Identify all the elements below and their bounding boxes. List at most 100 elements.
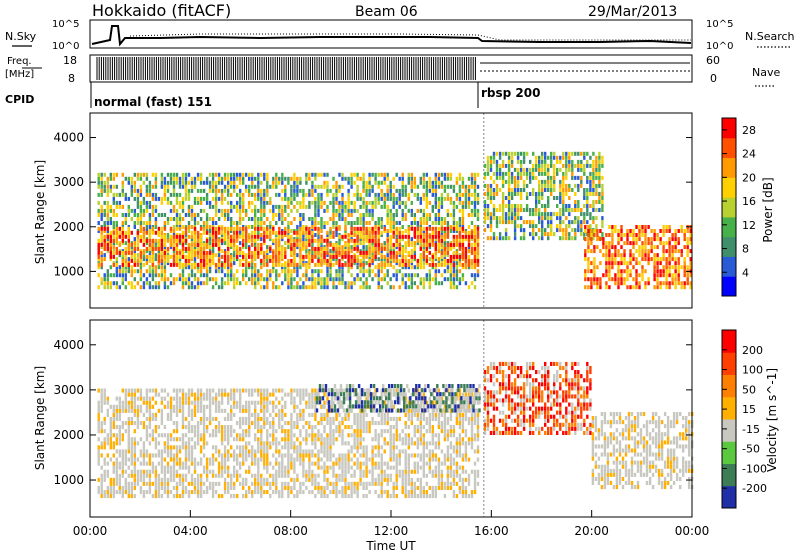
heatmap-cell xyxy=(314,250,317,255)
heatmap-cell xyxy=(347,281,350,286)
heatmap-cell xyxy=(145,429,149,434)
heatmap-cell xyxy=(593,245,596,250)
heatmap-cell xyxy=(353,233,356,237)
heatmap-cell xyxy=(584,277,587,282)
heatmap-cell xyxy=(109,441,112,446)
heatmap-cell xyxy=(473,258,477,263)
heatmap-cell xyxy=(193,433,197,438)
heatmap-cell xyxy=(211,217,215,221)
heatmap-cell xyxy=(254,221,257,225)
heatmap-cell xyxy=(544,204,547,208)
heatmap-cell xyxy=(142,421,146,426)
heatmap-cell xyxy=(233,246,236,251)
heatmap-cell xyxy=(326,180,329,185)
heatmap-cell xyxy=(535,224,538,229)
heatmap-cell xyxy=(596,233,599,237)
heatmap-cell xyxy=(97,273,100,278)
heatmap-cell xyxy=(202,196,206,201)
heatmap-cell xyxy=(305,245,308,250)
heatmap-cell xyxy=(181,234,185,239)
heatmap-cell xyxy=(227,172,230,177)
heatmap-cell xyxy=(437,249,441,254)
heatmap-cell xyxy=(455,254,459,259)
heatmap-cell xyxy=(590,269,593,274)
heatmap-cell xyxy=(112,441,115,446)
heatmap-cell xyxy=(157,249,161,254)
heatmap-cell xyxy=(193,441,197,446)
heatmap-cell xyxy=(290,238,293,243)
heatmap-cell xyxy=(317,262,320,267)
heatmap-cell xyxy=(124,221,127,225)
heatmap-cell xyxy=(495,192,499,196)
heatmap-cell xyxy=(151,258,155,263)
heatmap-cell xyxy=(208,241,212,246)
heatmap-cell xyxy=(142,200,146,205)
heatmap-cell xyxy=(242,273,245,278)
heatmap-cell xyxy=(593,233,596,237)
heatmap-cell xyxy=(583,220,586,225)
heatmap-cell xyxy=(172,453,176,458)
heatmap-cell xyxy=(136,253,140,258)
heatmap-cell xyxy=(139,485,143,490)
heatmap-cell xyxy=(118,230,121,235)
heatmap-cell xyxy=(593,277,596,282)
heatmap-cell xyxy=(145,172,149,177)
heatmap-cell xyxy=(103,494,106,499)
heatmap-cell xyxy=(425,184,428,189)
heatmap-cell xyxy=(583,171,586,176)
heatmap-cell xyxy=(614,261,617,266)
heatmap-cell xyxy=(166,258,170,263)
heatmap-cell xyxy=(190,437,194,442)
nave-label: Nave xyxy=(752,66,780,79)
heatmap-cell xyxy=(157,392,161,397)
heatmap-cell xyxy=(547,220,550,225)
heatmap-cell xyxy=(172,457,176,462)
heatmap-cell xyxy=(689,285,692,290)
heatmap-cell xyxy=(184,230,188,235)
heatmap-cell xyxy=(401,262,404,267)
heatmap-cell xyxy=(410,261,413,266)
heatmap-cell xyxy=(175,429,179,434)
heatmap-cell xyxy=(239,229,242,233)
heatmap-cell xyxy=(103,226,106,231)
heatmap-cell xyxy=(196,200,200,205)
heatmap-cell xyxy=(151,469,155,474)
heatmap-cell xyxy=(193,285,197,290)
heatmap-cell xyxy=(97,445,100,450)
heatmap-cell xyxy=(109,257,112,262)
heatmap-cell xyxy=(178,408,182,413)
heatmap-cell xyxy=(133,172,136,177)
heatmap-cell xyxy=(281,204,284,209)
heatmap-cell xyxy=(677,229,680,233)
heatmap-cell xyxy=(148,188,152,193)
heatmap-cell xyxy=(562,175,565,180)
heatmap-cell xyxy=(501,216,505,221)
heatmap-cell xyxy=(365,281,368,286)
heatmap-cell xyxy=(538,192,541,196)
heatmap-cell xyxy=(199,258,203,263)
heatmap-cell xyxy=(353,238,356,243)
heatmap-cell xyxy=(398,262,401,267)
heatmap-cell xyxy=(353,208,356,213)
heatmap-cell xyxy=(205,477,209,482)
heatmap-cell xyxy=(620,257,623,262)
heatmap-cell xyxy=(677,249,680,254)
heatmap-cell xyxy=(242,238,245,243)
heatmap-cell xyxy=(211,249,215,254)
heatmap-cell xyxy=(544,228,547,233)
heatmap-cell xyxy=(541,212,544,217)
heatmap-cell xyxy=(239,213,242,217)
heatmap-cell xyxy=(154,429,158,434)
heatmap-cell xyxy=(211,277,215,282)
heatmap-cell xyxy=(130,250,133,255)
heatmap-cell xyxy=(196,281,200,286)
heatmap-cell xyxy=(100,262,103,267)
heatmap-cell xyxy=(275,254,278,259)
heatmap-cell xyxy=(148,412,152,417)
heatmap-cell xyxy=(425,249,428,254)
heatmap-cell xyxy=(556,212,559,217)
heatmap-cell xyxy=(217,188,221,193)
heatmap-cell xyxy=(407,238,410,243)
heatmap-cell xyxy=(611,237,614,242)
heatmap-cell xyxy=(109,238,112,243)
